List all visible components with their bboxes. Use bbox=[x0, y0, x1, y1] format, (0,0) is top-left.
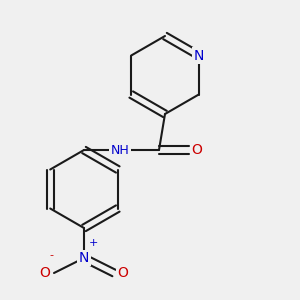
Text: N: N bbox=[79, 251, 89, 265]
Text: -: - bbox=[49, 250, 53, 260]
Text: N: N bbox=[194, 49, 204, 62]
Text: O: O bbox=[191, 143, 202, 157]
Text: O: O bbox=[40, 266, 50, 280]
Text: +: + bbox=[88, 238, 98, 248]
Text: NH: NH bbox=[111, 143, 129, 157]
Text: O: O bbox=[118, 266, 128, 280]
